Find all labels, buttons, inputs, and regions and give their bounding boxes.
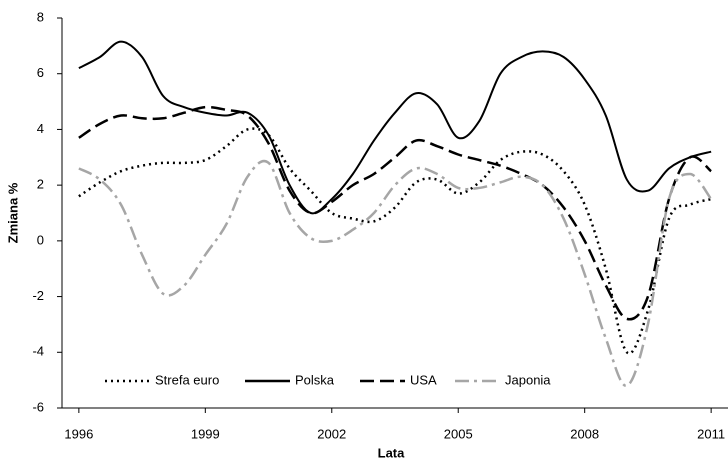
legend-label: Strefa euro	[155, 372, 219, 387]
legend-label: USA	[410, 372, 437, 387]
legend-label: Polska	[295, 372, 335, 387]
x-axis-label: Lata	[378, 445, 406, 460]
series-line	[78, 159, 713, 387]
x-tick-label: 2011	[697, 426, 725, 441]
y-tick-label: -2	[32, 288, 44, 303]
x-tick-label: 1999	[191, 426, 220, 441]
y-tick-label: 6	[37, 65, 44, 80]
series-line	[78, 105, 712, 321]
series-line	[78, 127, 712, 355]
y-tick-label: 8	[37, 9, 44, 24]
y-tick-label: 4	[37, 121, 44, 136]
x-tick-label: 2002	[317, 426, 346, 441]
y-tick-label: -6	[32, 399, 44, 414]
x-tick-label: 1996	[64, 426, 93, 441]
x-tick-label: 2005	[444, 426, 473, 441]
legend-label: Japonia	[505, 372, 551, 387]
y-tick-label: -4	[32, 344, 44, 359]
y-tick-label: 0	[37, 232, 44, 247]
y-tick-label: 2	[37, 177, 44, 192]
y-axis-label: Zmiana %	[5, 182, 20, 243]
x-tick-label: 2008	[570, 426, 599, 441]
series-line	[78, 40, 712, 215]
